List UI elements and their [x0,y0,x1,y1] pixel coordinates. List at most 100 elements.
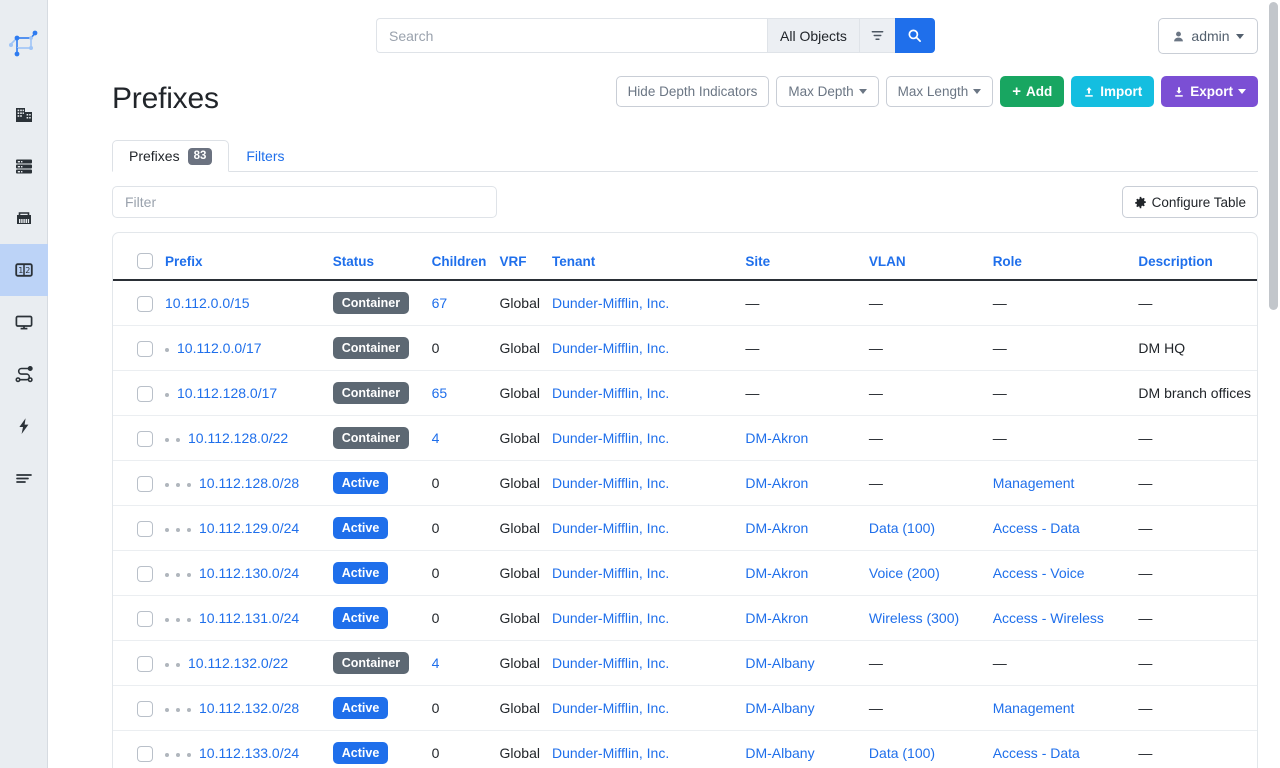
role-link[interactable]: Access - Voice [992,565,1085,582]
add-button[interactable]: + Add [1000,76,1065,107]
sidebar-item-racks[interactable] [0,140,48,192]
column-header-status[interactable]: Status [326,247,426,282]
vlan-link: — [868,340,883,357]
row-checkbox[interactable] [137,656,153,673]
prefix-link[interactable]: 10.112.133.0/24 [199,745,300,762]
prefix-link[interactable]: 10.112.131.0/24 [199,610,300,627]
children-link[interactable]: 67 [431,295,448,312]
sidebar-item-circuits[interactable] [0,348,48,400]
filter-icon[interactable] [858,18,895,53]
search-input[interactable] [376,18,767,53]
site-link[interactable]: DM-Akron [745,610,809,627]
site-link[interactable]: DM-Albany [745,700,815,717]
sidebar-item-virtualization[interactable] [0,296,48,348]
children-link[interactable]: 4 [431,655,440,672]
site-link[interactable]: DM-Akron [745,430,809,447]
column-header-prefix[interactable]: Prefix [159,247,327,282]
row-checkbox[interactable] [137,431,153,448]
column-header-children[interactable]: Children [425,247,494,282]
row-checkbox[interactable] [137,386,153,403]
tab-filters[interactable]: Filters [229,140,301,172]
column-header-vrf[interactable]: VRF [493,247,546,282]
vlan-link[interactable]: Data (100) [868,520,936,537]
role-link[interactable]: Management [992,700,1075,717]
status-cell: Active [326,550,426,597]
row-select-cell [113,730,159,768]
search-button[interactable] [894,18,935,53]
prefix-link[interactable]: 10.112.0.0/17 [177,340,262,357]
tenant-link[interactable]: Dunder-Mifflin, Inc. [551,655,670,672]
sidebar-item-organization[interactable] [0,88,48,140]
sidebar-item-ipam[interactable]: 1 2 [0,244,48,296]
tenant-link[interactable]: Dunder-Mifflin, Inc. [551,385,670,402]
prefix-link[interactable]: 10.112.128.0/17 [177,385,278,402]
tab-prefixes[interactable]: Prefixes 83 [112,140,230,172]
tenant-link[interactable]: Dunder-Mifflin, Inc. [551,745,670,762]
configure-table-button[interactable]: Configure Table [1121,186,1258,218]
user-menu-button[interactable]: admin [1158,18,1258,54]
row-checkbox[interactable] [137,566,153,583]
row-checkbox[interactable] [137,701,153,718]
prefix-link[interactable]: 10.112.128.0/28 [199,475,300,492]
row-checkbox[interactable] [137,341,153,358]
max-depth-dropdown[interactable]: Max Depth [776,76,879,107]
search-scope-dropdown[interactable]: All Objects [767,18,859,53]
tenant-cell: Dunder-Mifflin, Inc. [545,730,740,768]
export-button[interactable]: Export [1161,76,1258,107]
tenant-link[interactable]: Dunder-Mifflin, Inc. [551,295,670,312]
column-header-description[interactable]: Description [1132,247,1257,282]
prefix-link[interactable]: 10.112.130.0/24 [199,565,300,582]
prefix-link[interactable]: 10.112.0.0/15 [165,295,250,312]
row-checkbox[interactable] [137,746,153,763]
sidebar-item-power[interactable] [0,400,48,452]
site-link[interactable]: DM-Albany [745,745,815,762]
row-checkbox[interactable] [137,611,153,628]
prefix-link[interactable]: 10.112.132.0/28 [199,700,300,717]
tenant-link[interactable]: Dunder-Mifflin, Inc. [551,700,670,717]
role-link[interactable]: Access - Data [992,745,1080,762]
children-link[interactable]: 65 [431,385,448,402]
tenant-link[interactable]: Dunder-Mifflin, Inc. [551,430,670,447]
column-header-tenant[interactable]: Tenant [545,247,740,282]
max-length-dropdown[interactable]: Max Length [885,76,994,107]
column-header-role[interactable]: Role [986,247,1133,282]
site-link[interactable]: DM-Akron [745,475,809,492]
tenant-link[interactable]: Dunder-Mifflin, Inc. [551,520,670,537]
row-checkbox[interactable] [137,296,153,313]
vlan-link[interactable]: Data (100) [868,745,936,762]
select-all-checkbox[interactable] [137,253,153,270]
depth-dot [165,347,169,352]
vlan-link[interactable]: Wireless (300) [868,610,960,627]
column-header-site[interactable]: Site [739,247,863,282]
sidebar-item-devices[interactable] [0,192,48,244]
filter-input[interactable] [112,186,497,218]
column-header-vlan[interactable]: VLAN [862,247,987,282]
role-link[interactable]: Access - Data [992,520,1080,537]
tenant-link[interactable]: Dunder-Mifflin, Inc. [551,565,670,582]
page-scrollbar[interactable] [1269,2,1278,766]
tenant-cell: Dunder-Mifflin, Inc. [545,640,740,687]
import-button[interactable]: Import [1071,76,1155,107]
prefix-link[interactable]: 10.112.128.0/22 [188,430,289,447]
site-link[interactable]: DM-Albany [745,655,815,672]
sidebar-item-other[interactable] [0,452,48,504]
hide-depth-indicators-button[interactable]: Hide Depth Indicators [615,76,770,107]
vlan-link[interactable]: Voice (200) [868,565,940,582]
children-link[interactable]: 4 [431,430,440,447]
site-link[interactable]: DM-Akron [745,520,809,537]
site-cell: DM-Akron [739,550,863,597]
depth-dot [165,572,169,577]
prefix-link[interactable]: 10.112.129.0/24 [199,520,300,537]
row-checkbox[interactable] [137,521,153,538]
tenant-link[interactable]: Dunder-Mifflin, Inc. [551,340,670,357]
depth-indicator [165,707,191,712]
site-link[interactable]: DM-Akron [745,565,809,582]
scrollbar-thumb[interactable] [1269,2,1278,310]
prefix-link[interactable]: 10.112.132.0/22 [188,655,289,672]
role-link[interactable]: Management [992,475,1075,492]
role-link[interactable]: Access - Wireless [992,610,1104,627]
tenant-link[interactable]: Dunder-Mifflin, Inc. [551,475,670,492]
row-checkbox[interactable] [137,476,153,493]
tenant-link[interactable]: Dunder-Mifflin, Inc. [551,610,670,627]
netbox-logo[interactable] [4,22,44,62]
